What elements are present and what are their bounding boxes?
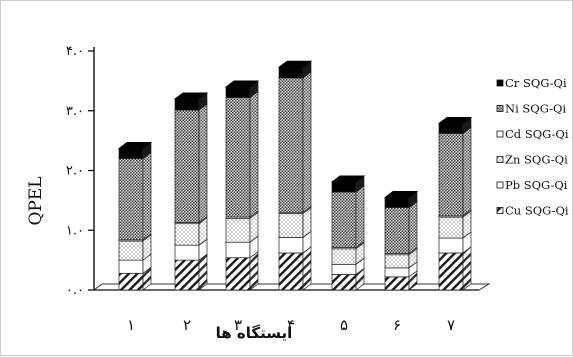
bar-segment-cr — [225, 86, 251, 98]
bar-segment-ni — [174, 109, 200, 223]
y-tick-label: ۰.۰ — [66, 283, 84, 298]
bar-segment-cr — [118, 148, 144, 159]
bar-segment-zn — [118, 240, 144, 261]
bar-top-cap — [437, 116, 473, 124]
bar-side-ni — [198, 103, 208, 224]
bar-side-ni — [355, 185, 365, 249]
bar-segment-pb — [225, 241, 251, 259]
bar-side-cu — [462, 246, 472, 291]
bar-top-cap — [173, 92, 209, 100]
bar-stack-1 — [117, 141, 153, 291]
bar-segment-cu — [331, 274, 357, 291]
x-tick-label-2: ۲ — [183, 316, 191, 334]
bar-segment-ni — [384, 207, 410, 254]
x-tick-label-3: ۳ — [234, 316, 242, 334]
x-tick-label-6: ۶ — [393, 316, 401, 334]
bars: ۱ ۲ ۳ ۴ ۵ ۶ ۷ — [117, 60, 473, 334]
bar-stack-5 — [330, 175, 366, 291]
legend-swatch — [496, 105, 504, 112]
bar-segment-ni — [438, 133, 464, 217]
x-tick-label-4: ۴ — [287, 316, 295, 334]
bar-segment-cu — [438, 252, 464, 291]
bar-top-cap — [330, 175, 366, 183]
y-tick-label: ۱.۰ — [66, 223, 84, 238]
bar-segment-cu — [174, 259, 200, 291]
legend-swatch — [496, 156, 504, 163]
bar-segment-pb — [384, 267, 410, 278]
bar-segment-cu — [118, 272, 144, 291]
bar-segment-cr — [174, 98, 200, 111]
y-tick-label: ۲.۰ — [66, 164, 84, 179]
bar-side-cu — [249, 251, 259, 291]
bar-top-cap — [383, 191, 419, 198]
legend-entry: Ni SQG-Qi — [505, 102, 566, 116]
bar-segment-cr — [331, 181, 357, 193]
y-tick-label: ۳.۰ — [66, 104, 84, 119]
bar-stack-6 — [383, 190, 419, 291]
legend-swatch — [496, 181, 504, 189]
bar-segment-zn — [331, 248, 357, 265]
bar-top-cap — [117, 142, 153, 149]
bar-stack-7 — [437, 116, 473, 291]
bar-segment-cr — [278, 66, 304, 79]
bar-segment-ni — [331, 191, 357, 248]
bar-side-ni — [462, 126, 472, 217]
bar-side-ni — [249, 90, 259, 218]
bar-segment-pb — [118, 259, 144, 274]
bar-segment-zn — [278, 213, 304, 238]
bar-segment-ni — [278, 77, 304, 213]
x-tick-label-5: ۵ — [340, 316, 348, 334]
legend-entry: Cu SQG-Qi — [505, 204, 569, 218]
bar-segment-zn — [174, 223, 200, 246]
bar-segment-pb — [174, 244, 200, 261]
legend-entry: Cr SQG-Qi — [505, 76, 567, 90]
x-tick-label-7: ۷ — [447, 316, 455, 334]
legend-swatch — [496, 79, 504, 87]
legend-entry: Zn SQG-Qi — [505, 153, 568, 167]
bar-segment-cr — [384, 197, 410, 208]
legend: Cr SQG-Qi Ni SQG-Qi Cd SQG-Qi Zn SQG-Qi Pb S… — [496, 76, 569, 218]
bar-segment-cu — [278, 252, 304, 291]
bar-segment-pb — [278, 237, 304, 254]
bar-side-ni — [302, 71, 312, 214]
bar-segment-pb — [331, 263, 357, 275]
x-tick-label-1: ۱ — [127, 316, 135, 334]
bar-segment-ni — [225, 97, 251, 218]
bar-stack-2 — [173, 92, 209, 291]
bar-stack-4 — [277, 60, 313, 291]
legend-entry: Pb SQG-Qi — [505, 178, 568, 192]
legend-swatch — [496, 130, 504, 138]
bar-side-ni — [142, 151, 152, 241]
legend-swatch — [496, 207, 504, 214]
bar-segment-ni — [118, 158, 144, 241]
bar-top-cap — [224, 80, 260, 88]
bar-segment-zn — [225, 217, 251, 243]
y-axis-label: QPEL — [26, 176, 46, 225]
bar-segment-zn — [384, 254, 410, 269]
x-axis-label: ایستگاه ها — [216, 324, 293, 342]
bar-segment-pb — [438, 237, 464, 254]
y-tick-label: ۴.۰ — [66, 44, 84, 59]
bar-top-cap — [277, 60, 313, 68]
bar-segment-zn — [438, 216, 464, 239]
legend-entry: Cd SQG-Qi — [505, 127, 569, 141]
bar-segment-cu — [384, 276, 410, 291]
bar-stack-3 — [224, 80, 260, 291]
bar-segment-cu — [225, 257, 251, 291]
bar-segment-cr — [438, 122, 464, 134]
bar-side-cu — [302, 246, 312, 291]
bar-side-ni — [408, 200, 418, 255]
